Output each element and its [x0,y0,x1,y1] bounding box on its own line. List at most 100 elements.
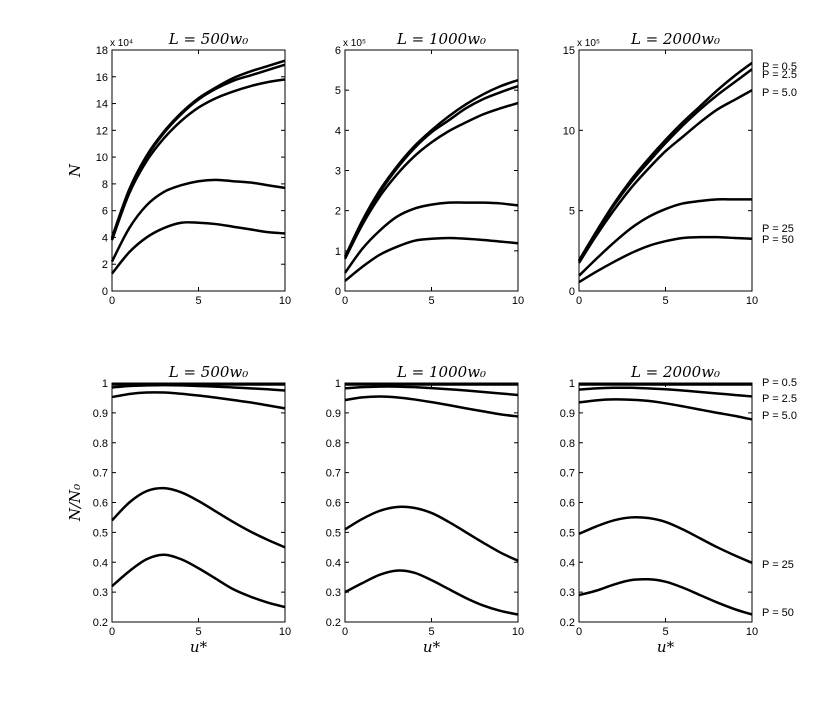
series-line-p-50 [578,235,753,284]
y-tick-label: 6 [102,206,108,218]
panel-title: L = 1000w₀ [396,363,486,381]
y-tick-label: 2 [335,206,341,218]
y-tick-label: 12 [96,125,108,137]
panel-title: L = 1000w₀ [396,30,486,48]
x-tick-label: 5 [195,626,201,638]
panel-title: L = 500w₀ [168,30,249,48]
y-tick-label: 0.9 [93,408,108,420]
y-tick-label: 4 [102,232,108,244]
y-tick-label: 1 [102,378,108,390]
series-line-p-05 [343,78,519,258]
y-tick-label: 0.3 [560,587,575,599]
series-line-p-05 [577,61,753,262]
x-tick-label: 10 [512,626,524,638]
y-tick-label: 0.6 [560,498,575,510]
legend-bottom-entry: P = 0.5 [762,377,797,389]
legend-bottom-entry: P = 2.5 [762,393,797,405]
panel-title: L = 500w₀ [168,363,249,381]
series-line-p-50 [111,391,286,410]
series-line-p-50 [111,221,286,275]
series-line-p-25 [343,84,519,258]
series-line-p-25 [110,63,286,240]
axes-box [578,49,753,292]
x-tick-label: 0 [109,626,115,638]
x-axis-label: u* [423,638,441,656]
y-tick-label: 0.8 [326,438,341,450]
y-tick-label: 0.5 [560,527,575,539]
x-tick-label: 0 [576,295,582,307]
series-line-p-50 [577,89,753,264]
y-tick-label: 5 [335,85,341,97]
y-tick-label: 2 [102,259,108,271]
legend-top-entry: P = 25 [762,223,794,235]
axes-box [344,49,519,292]
y-tick-label: 0 [102,286,108,298]
x-tick-label: 0 [342,295,348,307]
series-line-p-50 [578,577,753,616]
x-tick-label: 10 [746,295,758,307]
y-tick-label: 3 [335,166,341,178]
legend-top-entry: P = 5.0 [762,87,797,99]
panel-6: 0.20.30.40.50.60.70.80.910 5 10L = 2000w₀u… [560,363,758,656]
y-tick-label: 0 [335,286,341,298]
panel-5: 0.20.30.40.50.60.70.80.910 5 10L = 1000w₀u… [326,363,524,656]
panel-title: L = 2000w₀ [630,363,720,381]
series-line-p-50 [344,395,519,418]
panel-1: 0 2 4 6 8 10 12 14 16 18 0 5 10 L = 500w₀ x 10⁴ N [66,30,291,307]
y-tick-label: 0.7 [326,468,341,480]
series-line-p-25 [344,385,519,397]
y-tick-label: 1 [335,246,341,258]
y-axis-label: N/N₀ [66,484,84,522]
y-tick-label: 0 [569,286,575,298]
series-line-p-25 [577,68,753,262]
legend-top-entry: P = 50 [762,234,794,246]
y-tick-label: 10 [563,125,575,137]
y-axis-label: N [66,163,84,178]
axes-box [344,382,519,623]
series-line-p-50 [343,101,519,260]
x-tick-label: 0 [576,626,582,638]
legend-bottom-entry: P = 25 [762,559,794,571]
series-line-p-25 [343,201,519,274]
y-tick-label: 0.4 [326,557,341,569]
y-tick-label: 0.5 [326,527,341,539]
series-line-p-05 [110,59,286,238]
y-tick-label: 0.4 [560,557,575,569]
y-tick-label: 0.8 [93,438,108,450]
series-line-p-25 [578,198,752,277]
x-axis-label: u* [190,638,208,656]
y-tick-label: 0.2 [93,617,108,629]
legend-bottom-entry: P = 5.0 [762,410,797,422]
panel-3: 0 5 10 15 0 5 10 L = 2000w₀ x 10⁵ [563,30,758,307]
y-tick-label: 0.3 [93,587,108,599]
series-line-p-25 [110,178,286,263]
legend-top-entry: P = 2.5 [762,69,797,81]
y-tick-label: 0.8 [560,438,575,450]
panel-4: 0.20.30.40.50.60.70.80.910 5 10L = 500w₀N/… [66,363,291,656]
series-line-p-50 [578,398,753,421]
series-line-p-50 [111,553,286,609]
x-tick-label: 5 [428,295,434,307]
y-tick-label: 0.6 [93,498,108,510]
x-tick-label: 10 [279,295,291,307]
y-tick-label: 14 [96,99,108,111]
series-line-p-25 [111,383,286,392]
y-tick-label: 18 [96,45,108,57]
x-tick-label: 10 [746,626,758,638]
x-tick-label: 5 [428,626,434,638]
y-tick-label: 0.7 [560,468,575,480]
x-tick-label: 0 [342,626,348,638]
series-line-p-25 [578,386,753,398]
y-tick-label: 0.2 [326,617,341,629]
axes-box [578,382,753,623]
y-tick-label: 6 [335,45,341,57]
series-line-p-50 [344,236,519,282]
y-tick-label: 15 [563,45,575,57]
x-tick-label: 0 [109,295,115,307]
y-tick-label: 0.9 [560,408,575,420]
y-multiplier: x 10⁵ [577,38,600,49]
y-tick-label: 4 [335,125,341,137]
y-multiplier: x 10⁴ [110,38,133,49]
y-tick-label: 16 [96,72,108,84]
